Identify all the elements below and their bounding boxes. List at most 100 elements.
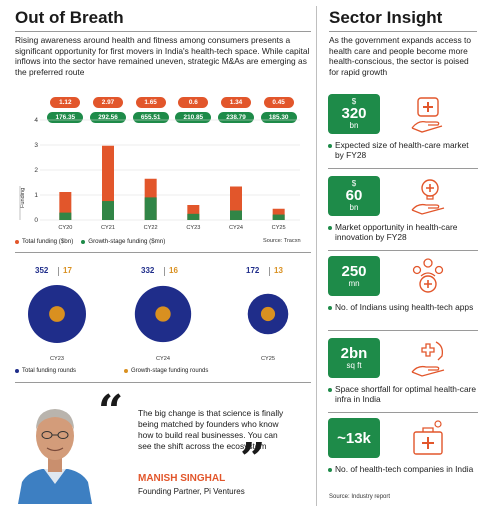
total-rounds-value: 172 [246, 266, 260, 275]
growth-rounds-swatch [124, 369, 128, 373]
portrait-photo [14, 392, 96, 504]
total-rounds-value: 332 [141, 266, 155, 275]
stat-description: Space shortfall for optimal health-care … [335, 384, 477, 404]
legend-growth-rounds: Growth-stage funding rounds [131, 368, 209, 374]
legend-total-funding: Total funding ($bn) [22, 238, 74, 245]
quote-author-role: Founding Partner, Pi Ventures [138, 487, 245, 496]
growth-funding-bar [102, 201, 114, 220]
y-tick-label: 4 [34, 117, 38, 124]
total-rounds-value: 352 [35, 266, 49, 275]
title-divider [15, 31, 311, 32]
stat-bullet [328, 388, 332, 392]
circle-legend-total: Total funding rounds [15, 368, 76, 374]
right-title: Sector Insight [329, 8, 443, 27]
section-divider-2 [15, 382, 311, 383]
growth-funding-bar [230, 210, 242, 220]
right-source: Source: Industry report [329, 494, 391, 500]
stat-prefix: $ [351, 97, 357, 106]
rounds-separator [58, 267, 59, 276]
growth-funding-bar [59, 212, 72, 220]
growth-rounds-value: 17 [63, 266, 72, 275]
stat-bullet [328, 468, 332, 472]
growth-rounds-circle [260, 306, 276, 322]
x-tick-label: CY20 [58, 225, 72, 231]
growth-funding-label: 655.51 [132, 112, 169, 123]
stat-badge: $60 bn [328, 176, 380, 216]
circle-year-label: CY24 [156, 356, 170, 362]
total-rounds-swatch [15, 369, 19, 373]
total-funding-bar [59, 192, 72, 220]
x-tick-label: CY23 [186, 225, 200, 231]
y-tick-label: 3 [34, 142, 38, 149]
stat-bullet [328, 226, 332, 230]
stat-description: Expected size of health-care market by F… [335, 140, 469, 160]
stat-divider [328, 250, 478, 251]
stat-unit: mn [348, 279, 360, 288]
legend-total-rounds: Total funding rounds [22, 368, 77, 374]
stat-description: Market opportunity in health-care innova… [335, 222, 458, 242]
stat-value: 2bn [340, 345, 368, 362]
rounds-separator [164, 267, 165, 276]
legend-growth-funding: Growth-stage funding ($mn) [88, 238, 166, 245]
stat-badge: 250 mn [328, 256, 380, 296]
funding-bar-chart: 0 1 2 3 4 Funding CY20 CY21 CY22 CY23 CY24 CY25 [19, 117, 300, 231]
stat-bullet [328, 306, 332, 310]
stat-divider [328, 330, 478, 331]
hands-cross-icon [408, 338, 448, 378]
stat-unit: sq ft [346, 361, 362, 370]
x-tick-label: CY21 [101, 225, 115, 231]
close-quote-mark: ” [240, 434, 266, 485]
total-funding-bar [272, 208, 285, 220]
y-tick-label: 2 [34, 167, 38, 174]
stat-value: 60 [345, 187, 363, 204]
total-funding-label: 1.12 [50, 97, 81, 108]
growth-funding-label: 185.30 [260, 112, 297, 123]
stat-badge: 2bn sq ft [328, 338, 380, 378]
people-group-icon [408, 256, 448, 296]
circle-year-label: CY25 [261, 356, 275, 362]
health-care-hand-icon [408, 94, 448, 134]
y-axis-label: Funding [20, 188, 26, 208]
total-funding-label: 0.6 [178, 97, 209, 108]
total-funding-label: 1.65 [135, 97, 166, 108]
stat-prefix: $ [351, 179, 357, 188]
growth-funding-label: 210.85 [175, 112, 212, 123]
bar-legend: Total funding ($bn) Growth-stage funding… [15, 238, 165, 245]
stat-value: ~13k [337, 429, 371, 447]
column-divider [316, 6, 317, 506]
growth-funding-label: 292.56 [90, 112, 126, 123]
total-funding-swatch [15, 239, 19, 244]
total-funding-label: 1.34 [221, 97, 251, 108]
section-divider [15, 252, 311, 253]
quote-text: The big change is that science is finall… [138, 408, 284, 451]
bar-source: Source: Tracxn [263, 238, 301, 244]
growth-funding-swatch [81, 239, 86, 244]
x-tick-label: CY22 [144, 225, 158, 231]
rounds-separator [269, 267, 270, 276]
growth-rounds-value: 16 [169, 266, 178, 275]
right-title-divider [329, 31, 477, 32]
circle-year-label: CY23 [50, 356, 64, 362]
right-panel: Sector Insight As the government expands… [322, 0, 480, 509]
stat-divider [328, 168, 478, 169]
quote-author-name: MANISH SINGHAL [138, 473, 226, 484]
left-title: Out of Breath [15, 8, 124, 27]
open-quote-mark: “ [98, 386, 124, 437]
stat-description: No. of health-tech companies in India [335, 464, 474, 474]
growth-rounds-circle [49, 306, 65, 322]
circle-legend-growth: Growth-stage funding rounds [124, 368, 208, 374]
right-intro: As the government expands access to heal… [329, 35, 471, 77]
y-tick-label: 0 [34, 217, 38, 224]
growth-funding-bar [187, 213, 200, 220]
innovation-bulb-icon [408, 176, 448, 216]
stat-badge: $320 bn [328, 94, 380, 134]
growth-funding-bar [144, 197, 157, 220]
x-tick-label: CY25 [272, 225, 286, 231]
stat-unit: bn [349, 203, 359, 212]
left-intro: Rising awareness around health and fitne… [15, 35, 310, 77]
stat-description: No. of Indians using health-tech apps [335, 302, 474, 312]
x-tick-label: CY24 [229, 225, 243, 231]
stat-value: 250 [341, 263, 367, 280]
growth-rounds-circle [155, 306, 171, 322]
left-panel: Out of Breath Rising awareness around he… [14, 8, 311, 504]
